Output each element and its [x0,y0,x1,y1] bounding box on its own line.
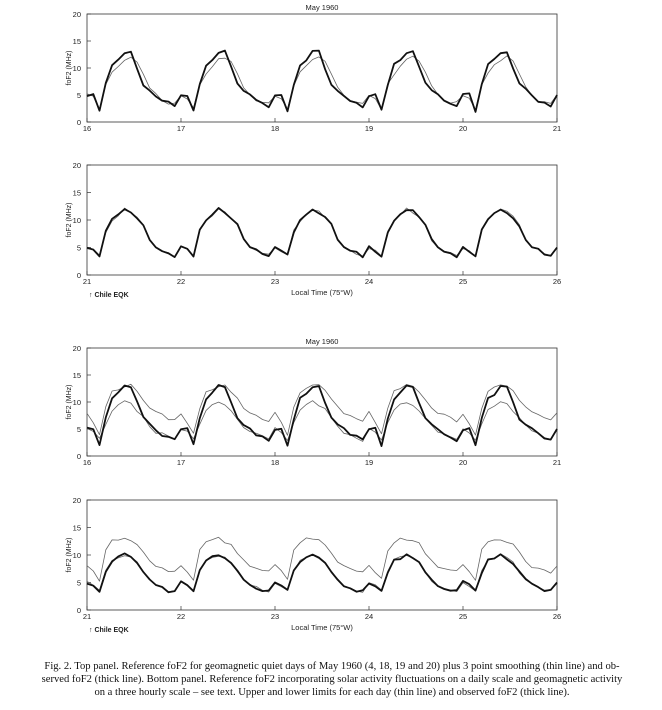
y-tick-label: 20 [73,10,81,19]
y-tick-label: 15 [73,37,81,46]
x-tick-label: 19 [365,124,373,133]
x-tick-label: 23 [271,277,279,286]
chart-panel-3: 0 5 10 15 20 16 17 18 19 20 21 May 1960 foF2 (MHz) [66,337,561,467]
series-line-2 [86,49,558,113]
figure: 0 5 10 15 20 16 17 18 19 20 21 May 1960 foF2 (MHz) 0 5… [66,3,561,634]
x-tick-label: 25 [459,277,467,286]
x-tick-label: 21 [83,277,91,286]
x-tick-label: 21 [553,124,561,133]
y-tick-label: 20 [73,161,81,170]
earthquake-annotation: ↑ Chile EQK [89,627,129,634]
series-line-3 [86,384,558,447]
y-tick-label: 10 [73,216,81,225]
y-tick-label: 0 [77,271,81,280]
series-line-2 [86,400,558,442]
y-tick-label: 5 [77,579,81,588]
x-tick-label: 16 [83,124,91,133]
x-tick-label: 17 [177,124,185,133]
x-tick-label: 19 [365,458,373,467]
x-tick-label: 23 [271,612,279,621]
y-tick-label: 10 [73,551,81,560]
x-tick-label: 16 [83,458,91,467]
x-tick-label: 18 [271,458,279,467]
plot-frame [86,164,558,276]
figure-caption: Fig. 2. Top panel. Reference foF2 for ge… [8,660,656,699]
x-tick-label: 21 [553,458,561,467]
x-tick-label: 21 [83,612,91,621]
y-tick-label: 10 [73,398,81,407]
plot-frame [86,499,558,611]
x-axis-label: Local Time (75°W) [291,288,353,297]
y-tick-label: 5 [77,244,81,253]
caption-line: on a three hourly scale – see text. Uppe… [94,687,570,698]
y-tick-label: 5 [77,91,81,100]
x-tick-label: 26 [553,612,561,621]
x-tick-label: 20 [459,124,467,133]
y-tick-label: 5 [77,425,81,434]
y-tick-label: 0 [77,118,81,127]
earthquake-annotation: ↑ Chile EQK [89,292,129,299]
series-line-2 [86,207,558,259]
caption-line: served foF2 (thick line). Bottom panel. … [41,674,623,685]
x-tick-label: 17 [177,458,185,467]
x-tick-label: 26 [553,277,561,286]
y-axis-label: foF2 (MHz) [66,203,73,238]
x-axis-label: Local Time (75°W) [291,623,353,632]
chart-panel-1: 0 5 10 15 20 16 17 18 19 20 21 May 1960 foF2 (MHz) [66,3,561,133]
series-line-3 [86,552,558,594]
x-tick-label: 24 [365,612,373,621]
x-tick-label: 18 [271,124,279,133]
y-tick-label: 20 [73,344,81,353]
x-tick-label: 20 [459,458,467,467]
x-tick-label: 24 [365,277,373,286]
y-axis-label: foF2 (MHz) [66,51,73,86]
x-tick-label: 22 [177,612,185,621]
series-line-1 [86,383,558,436]
y-tick-label: 20 [73,496,81,505]
caption-line: Fig. 2. Top panel. Reference foF2 for ge… [44,661,620,672]
chart-panel-2: 0 5 10 15 20 21 22 23 24 25 26 foF2 (MHz) Local Time… [66,161,561,299]
series-line-1 [86,536,558,582]
series-line-1 [86,55,558,111]
y-tick-label: 15 [73,524,81,533]
y-tick-label: 15 [73,371,81,380]
chart-title: May 1960 [306,3,339,12]
y-tick-label: 10 [73,64,81,73]
x-tick-label: 22 [177,277,185,286]
chart-title: May 1960 [306,337,339,346]
y-tick-label: 0 [77,606,81,615]
chart-panel-4: 0 5 10 15 20 21 22 23 24 25 26 foF2 (MHz) Local Time… [66,496,561,634]
y-axis-label: foF2 (MHz) [66,538,73,573]
y-axis-label: foF2 (MHz) [66,385,73,420]
y-tick-label: 15 [73,189,81,198]
x-tick-label: 25 [459,612,467,621]
y-tick-label: 0 [77,452,81,461]
